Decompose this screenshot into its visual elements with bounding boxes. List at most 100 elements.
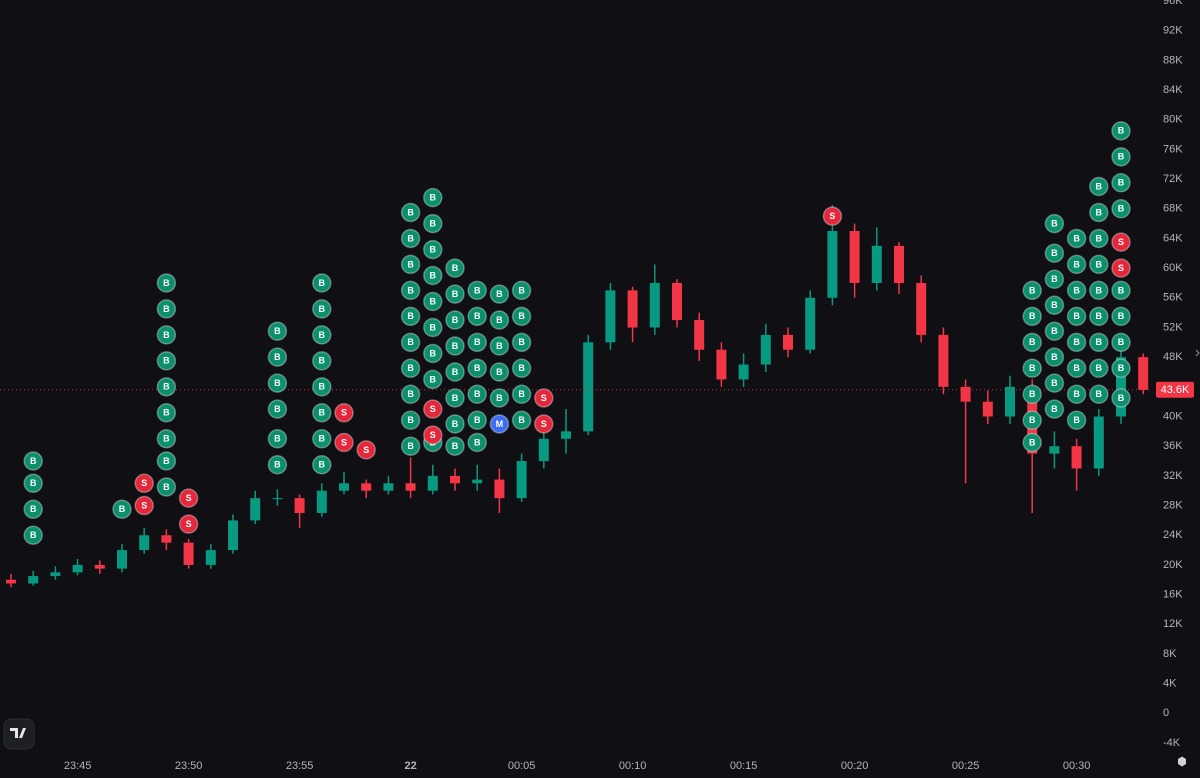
- trade-marker: [1044, 269, 1065, 289]
- trade-marker: [312, 351, 332, 371]
- trade-marker-label: S: [541, 393, 547, 403]
- trade-marker-label: B: [1073, 285, 1080, 295]
- trade-marker: [1089, 254, 1109, 275]
- trade-marker: [423, 369, 443, 390]
- trade-marker: [1066, 332, 1087, 353]
- collapse-arrow[interactable]: [1195, 349, 1200, 357]
- trade-marker: [423, 291, 443, 312]
- trade-marker-label: B: [30, 456, 37, 466]
- settings-icon[interactable]: [1178, 756, 1186, 767]
- candle-body: [405, 483, 416, 491]
- trade-marker-label: B: [496, 393, 503, 403]
- trade-marker: [156, 477, 177, 497]
- y-tick-label: 88K: [1163, 54, 1183, 66]
- trade-marker: [1022, 332, 1042, 353]
- candle-body: [1071, 446, 1082, 469]
- trade-marker: [400, 202, 421, 223]
- trade-marker-label: S: [341, 408, 347, 418]
- tv-logo[interactable]: [3, 718, 35, 750]
- trade-marker-label: B: [319, 460, 326, 470]
- trade-marker-label: B: [407, 207, 414, 217]
- logo-box[interactable]: [3, 718, 35, 750]
- candle-body: [94, 564, 105, 569]
- y-tick-label: 0: [1163, 707, 1169, 719]
- candle-body: [849, 231, 860, 283]
- candle-body: [760, 334, 771, 365]
- trade-marker: [1111, 258, 1131, 278]
- trade-marker-label: B: [163, 408, 170, 418]
- trade-marker: [1022, 432, 1042, 453]
- trade-marker-label: B: [30, 504, 37, 514]
- trade-marker: [400, 228, 421, 249]
- trade-marker: [1022, 410, 1042, 430]
- trade-marker-label: B: [274, 378, 281, 388]
- candle-body: [139, 535, 150, 551]
- trade-marker: [1089, 306, 1109, 327]
- trade-marker: [312, 429, 332, 449]
- trade-marker-label: B: [518, 311, 525, 321]
- candle-body: [450, 475, 460, 484]
- trade-marker: [400, 280, 421, 301]
- candle-body: [472, 479, 483, 484]
- candle-body: [1049, 446, 1060, 454]
- trade-marker: [511, 384, 532, 405]
- trade-marker: [334, 403, 354, 423]
- candle-body: [339, 483, 349, 491]
- trade-marker: [467, 410, 487, 430]
- candle-body: [716, 349, 727, 380]
- trade-marker-label: B: [518, 285, 525, 295]
- trade-marker: [423, 187, 443, 208]
- trade-marker: [156, 299, 177, 319]
- trade-marker: [312, 299, 332, 319]
- candle-body: [1005, 386, 1015, 417]
- candle-body: [1116, 357, 1126, 417]
- trade-marker: [267, 399, 288, 419]
- trade-marker: [312, 377, 332, 397]
- logo-mark[interactable]: [10, 728, 26, 738]
- trade-marker-label: B: [496, 367, 503, 377]
- trade-marker-label: S: [541, 419, 547, 429]
- trade-marker: [1044, 243, 1065, 264]
- trade-marker: [445, 284, 465, 304]
- candle-body: [827, 231, 838, 298]
- trade-marker: [423, 343, 443, 364]
- x-tick-label: 23:50: [175, 760, 203, 772]
- trade-marker: [1066, 228, 1087, 249]
- trade-marker-label: B: [163, 456, 170, 466]
- trade-marker-label: B: [1096, 285, 1103, 295]
- trade-marker: [489, 284, 510, 304]
- trade-marker-label: B: [163, 304, 170, 314]
- trade-marker: [1111, 232, 1131, 252]
- y-tick-label: 92K: [1163, 25, 1183, 37]
- trade-marker-label: B: [474, 337, 481, 347]
- trade-marker-label: B: [119, 504, 126, 514]
- trade-marker: [156, 429, 177, 449]
- candle-body: [561, 431, 571, 439]
- trade-marker-label: B: [1029, 415, 1036, 425]
- trade-marker: [1022, 358, 1042, 379]
- trade-marker-label: B: [430, 270, 437, 280]
- candle-body: [672, 282, 682, 321]
- trade-marker-label: B: [1029, 437, 1036, 447]
- trade-marker: [400, 436, 421, 456]
- x-tick-label: 23:55: [286, 760, 314, 772]
- trade-marker: [1066, 358, 1087, 379]
- trade-marker-label: B: [1051, 326, 1058, 336]
- trade-marker-label: B: [452, 289, 459, 299]
- trade-marker-label: B: [319, 408, 326, 418]
- trade-marker-label: B: [1051, 300, 1058, 310]
- trade-marker: [822, 206, 843, 226]
- trade-marker-label: B: [163, 434, 170, 444]
- candle-body: [538, 438, 549, 462]
- trade-marker-label: B: [407, 441, 414, 451]
- trade-marker-label: S: [829, 211, 835, 221]
- trade-marker-label: B: [430, 322, 437, 332]
- candle-body: [516, 461, 527, 499]
- trade-marker: [534, 414, 554, 434]
- y-tick-label: 40K: [1163, 410, 1183, 422]
- trade-marker: [511, 306, 532, 327]
- x-tick-label: 00:15: [730, 760, 758, 772]
- trade-marker: [1066, 410, 1087, 430]
- candle-body: [272, 498, 283, 500]
